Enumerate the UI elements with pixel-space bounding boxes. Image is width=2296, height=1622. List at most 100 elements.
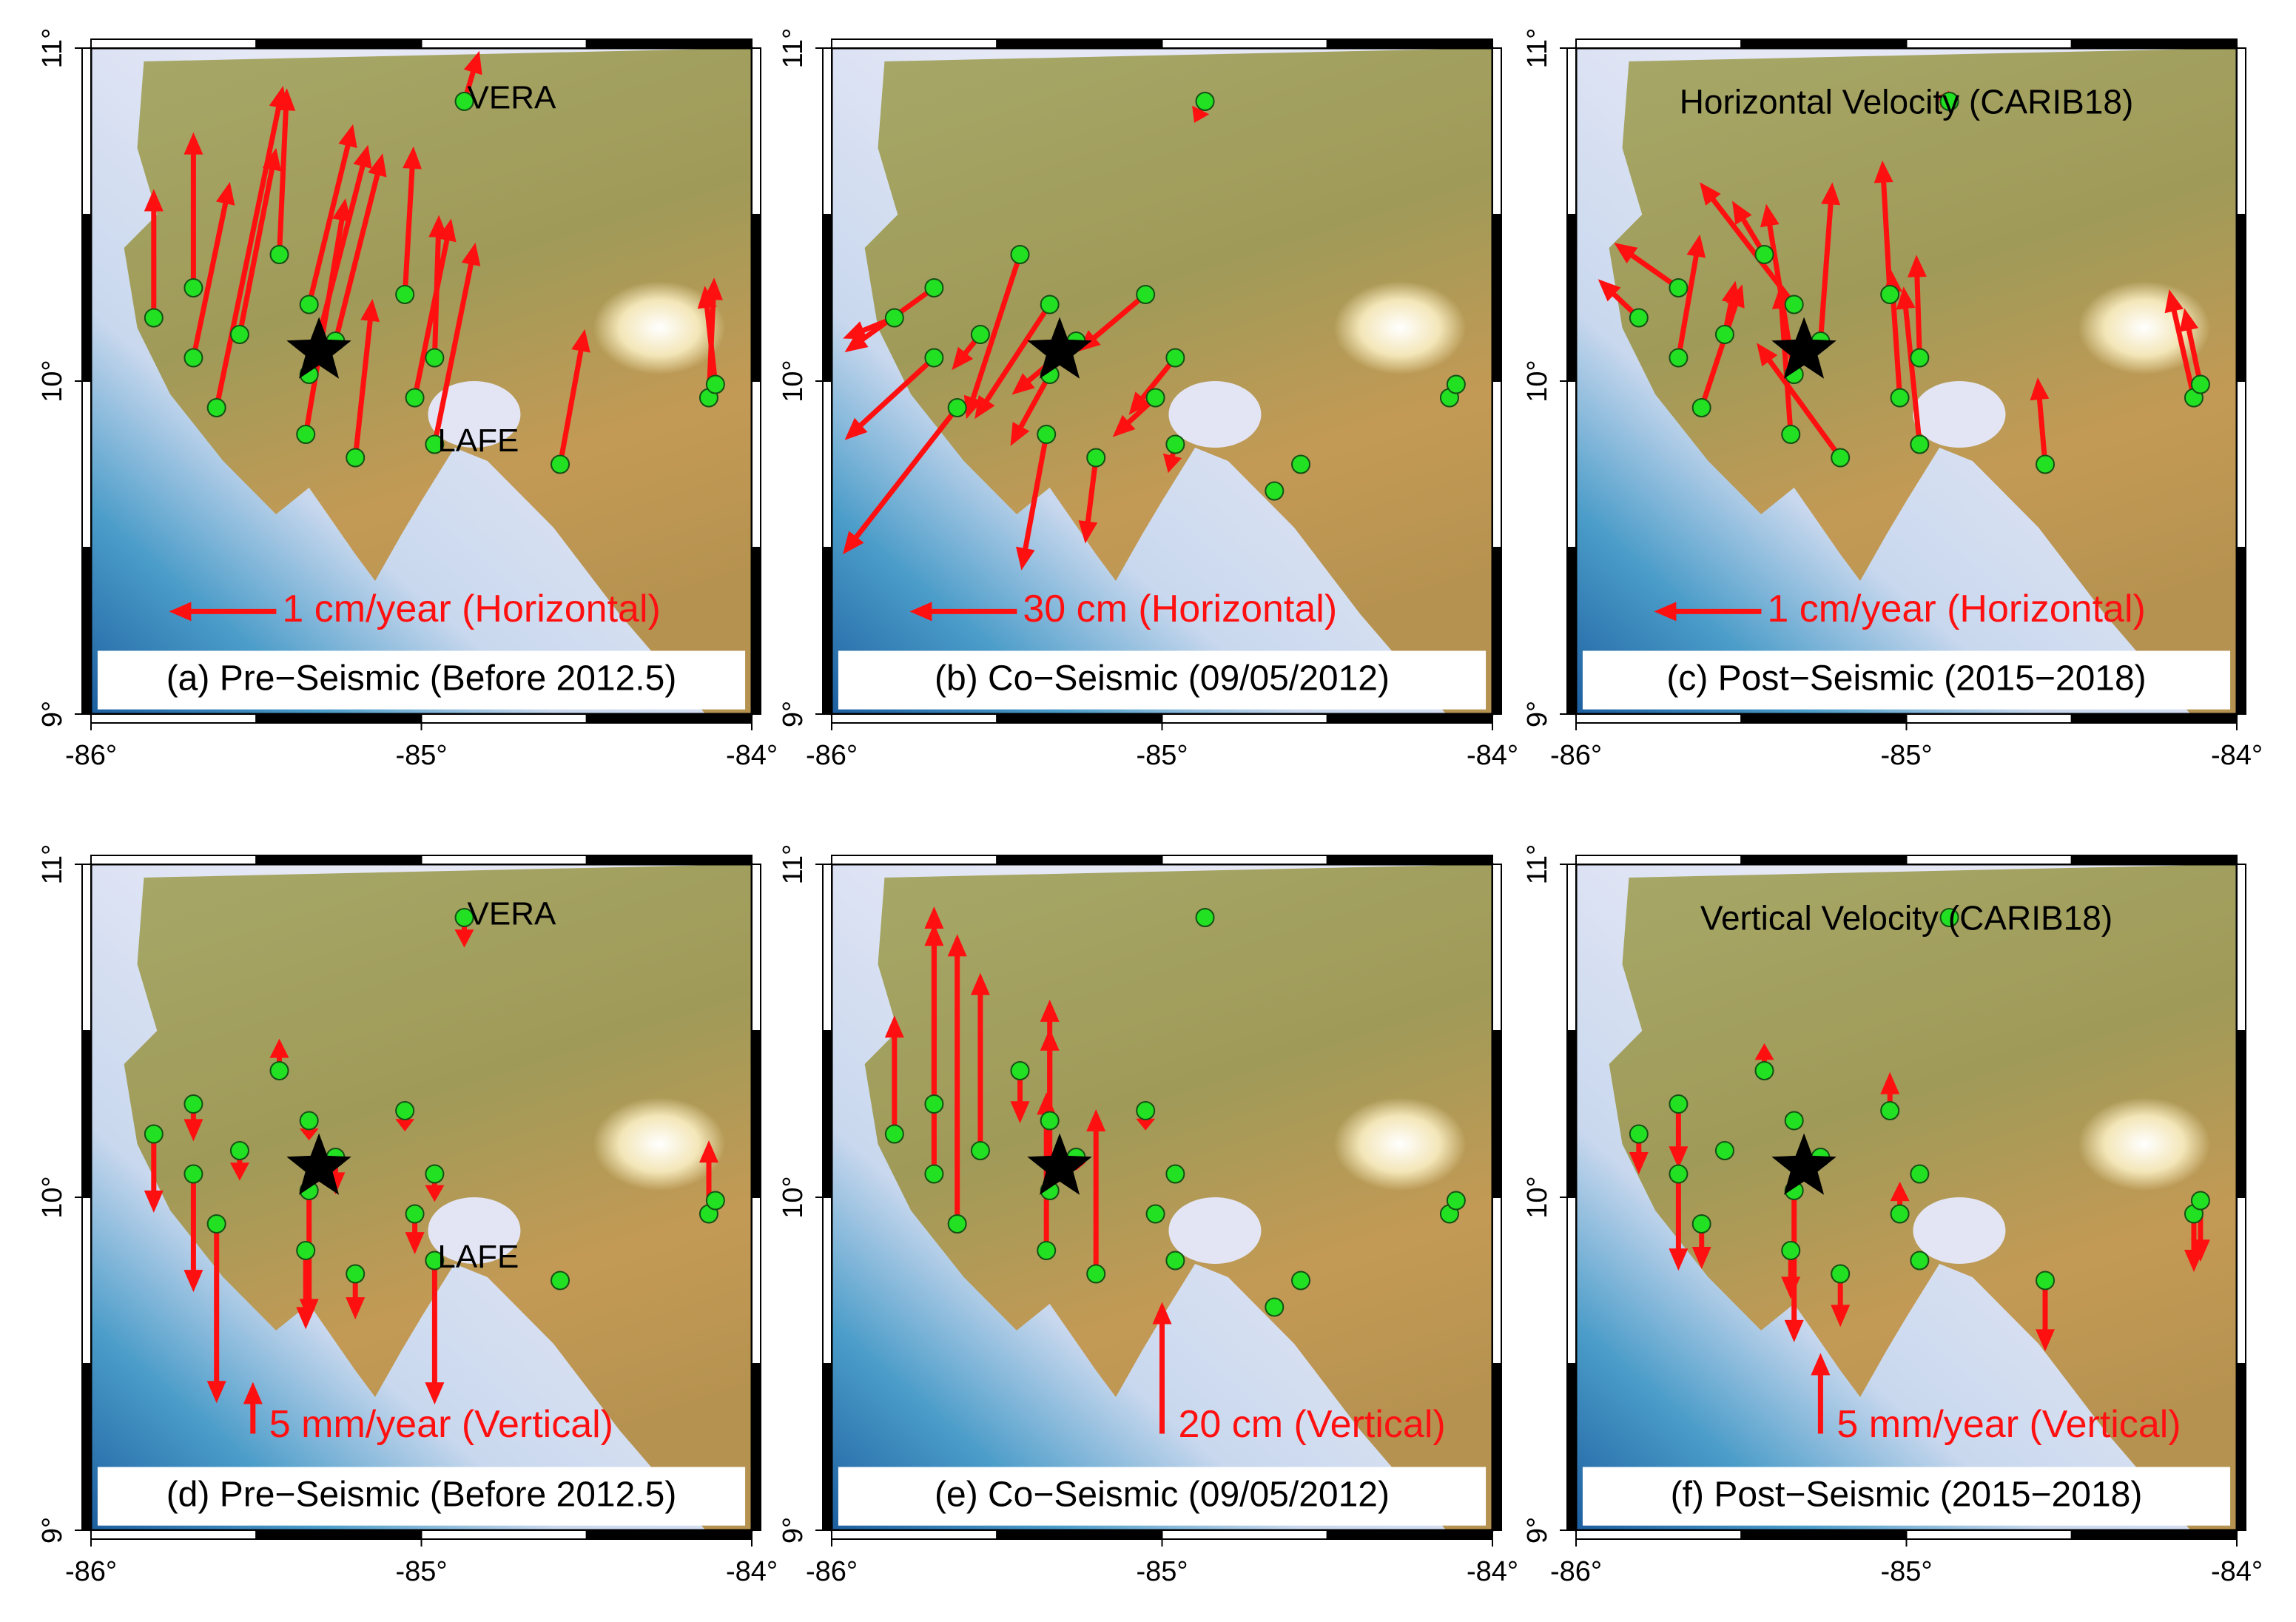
frame-bar xyxy=(1492,1197,1502,1364)
gnss-station xyxy=(1136,1101,1156,1120)
highland xyxy=(1333,1097,1467,1191)
gnss-station xyxy=(1037,1241,1057,1260)
gnss-station xyxy=(1691,1214,1711,1234)
frame-bar xyxy=(81,380,92,548)
gulf xyxy=(1168,1197,1262,1264)
scale-label: 30 cm (Horizontal) xyxy=(1023,588,1337,630)
frame-bar xyxy=(996,855,1163,865)
gnss-station xyxy=(1265,481,1285,501)
frame-bar xyxy=(90,38,257,49)
land xyxy=(864,48,1492,714)
panel-label: (d) Pre−Seismic (Before 2012.5) xyxy=(166,1475,677,1515)
velocity-arrow xyxy=(405,1214,425,1255)
velocity-arrow xyxy=(431,242,481,445)
gnss-station xyxy=(454,908,474,927)
frame-bar xyxy=(90,1530,257,1540)
frame-bar xyxy=(1566,47,1577,215)
velocity-arrow xyxy=(184,1104,203,1142)
velocity-arrow xyxy=(2164,289,2197,399)
frame-bar xyxy=(1566,1030,1577,1198)
velocity-arrow xyxy=(1760,203,1797,375)
panel-label: (e) Co−Seismic (09/05/2012) xyxy=(935,1475,1390,1515)
velocity-arrow xyxy=(1040,999,1060,1191)
gulf xyxy=(428,381,521,448)
velocity-arrow xyxy=(699,1140,718,1214)
velocity-arrow xyxy=(352,298,380,458)
label-box xyxy=(838,1467,1487,1526)
gnss-station xyxy=(1890,1204,1910,1224)
gnss-station xyxy=(1939,908,1959,927)
frame-bar xyxy=(1492,1363,1502,1531)
gnss-station xyxy=(425,434,445,454)
gnss-station xyxy=(2190,1191,2210,1211)
highland xyxy=(1333,281,1467,374)
scale-arrow xyxy=(909,602,1017,622)
frame-bar xyxy=(751,380,761,548)
frame-bar xyxy=(90,855,257,865)
gnss-station xyxy=(229,1141,249,1160)
gnss-station xyxy=(1446,1191,1466,1211)
frame-bar xyxy=(1161,713,1328,724)
gnss-station xyxy=(1714,325,1734,344)
panel-label: (b) Co−Seismic (09/05/2012) xyxy=(935,659,1390,699)
gnss-station xyxy=(454,92,474,111)
frame-bar xyxy=(420,713,588,724)
gnss-station xyxy=(1781,425,1801,444)
gnss-station xyxy=(206,398,226,417)
x-tick-label: -85° xyxy=(1136,1556,1188,1587)
frame-bar xyxy=(81,864,92,1032)
frame-bar xyxy=(1740,713,1908,724)
gnss-station xyxy=(1831,1264,1851,1284)
epicenter xyxy=(286,317,351,379)
velocity-arrow xyxy=(1883,270,1903,398)
gnss-station xyxy=(1165,434,1185,454)
frame-bar xyxy=(1492,547,1502,715)
frame-bar xyxy=(1905,855,2073,865)
frame-bar xyxy=(255,713,422,724)
gnss-station xyxy=(1165,1251,1185,1271)
gnss-station xyxy=(1784,1111,1804,1131)
gnss-station xyxy=(1040,1111,1060,1131)
velocity-arrow xyxy=(1016,434,1049,571)
velocity-arrow xyxy=(1732,201,1767,256)
x-tick-label: -85° xyxy=(1880,1556,1932,1587)
velocity-arrow xyxy=(299,1120,319,1141)
frame-bar xyxy=(81,1197,92,1364)
velocity-arrow xyxy=(2036,1280,2055,1352)
gnss-station xyxy=(1195,92,1215,111)
velocity-arrow xyxy=(1010,373,1052,446)
velocity-arrow xyxy=(1676,234,1706,359)
station-name: VERA xyxy=(468,80,556,116)
velocity-arrow xyxy=(306,124,357,306)
gnss-station xyxy=(1195,908,1215,927)
map-panel: -86° -85° -84° 9° 10° 11° Vertical Velocity (C… xyxy=(1522,844,2263,1587)
frame-bar xyxy=(1326,713,1493,724)
y-tick-label: 10° xyxy=(37,360,68,402)
frame-bar xyxy=(1161,38,1328,49)
frame-bar xyxy=(822,1363,832,1531)
frame-bar xyxy=(1161,855,1328,865)
gnss-station xyxy=(2036,454,2056,474)
land xyxy=(1609,864,2237,1530)
map-area xyxy=(832,48,1492,714)
gnss-station xyxy=(1136,285,1156,304)
station-name: LAFE xyxy=(437,1239,519,1275)
frame-bar xyxy=(90,713,257,724)
velocity-arrow xyxy=(2179,308,2204,386)
velocity-arrow xyxy=(1669,1104,1689,1169)
frame-bar xyxy=(1566,1363,1577,1531)
y-tick-label: 9° xyxy=(37,1517,68,1544)
velocity-arrow xyxy=(454,918,474,948)
velocity-arrow xyxy=(333,153,387,342)
frame-bar xyxy=(831,855,998,865)
gnss-station xyxy=(1754,1061,1774,1080)
velocity-arrow xyxy=(1598,279,1641,320)
gnss-station xyxy=(144,1124,164,1144)
gnss-station xyxy=(924,1164,944,1184)
y-tick-label: 11° xyxy=(37,844,68,885)
frame-bar xyxy=(255,1530,422,1540)
velocity-arrow xyxy=(843,406,960,555)
x-tick-label: -86° xyxy=(65,740,117,771)
map-panel: -86° -85° -84° 9° 10° 11° Horizontal Velocity … xyxy=(1522,28,2263,771)
velocity-arrow xyxy=(1817,182,1841,342)
